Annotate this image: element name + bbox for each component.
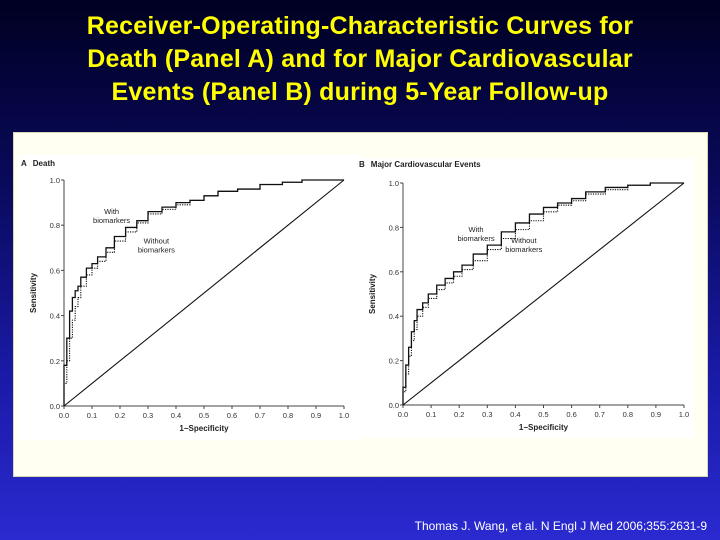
panel-b-x-tick-label: 0.1 [426,410,436,419]
panel-a-chart: 0.0 0.1 0.2 0.3 0.4 0.5 0.6 0.7 0.8 0.9 1.0 0.0 0.2 0… [29,176,349,433]
panel-a-y-tick-label: 0.0 [50,402,60,411]
panel-b-x-tick-label: 0.7 [594,410,604,419]
panel-b-x-tick-label: 0.5 [538,410,548,419]
panel-a-x-tick-label: 0.4 [171,411,181,420]
panel-a-title: Death [32,159,56,168]
panel-b-y-tick-label: 1.0 [389,179,399,188]
panel-b-y-tick-label: 0.0 [389,401,399,410]
panel-b-x-tick-label: 0.6 [566,410,576,419]
panel-a-y-tick-label: 1.0 [50,176,60,185]
panel-b-x-tick-label: 0.8 [623,410,633,419]
panel-a-x-tick-label: 0.6 [227,411,237,420]
panel-b-y-tick-label: 0.8 [389,223,399,232]
title-line-2: Death (Panel A) and for Major Cardiovasc… [87,45,633,73]
panel-b-letter: B [359,160,365,169]
panel-a-x-tick-label: 1.0 [339,411,349,420]
title-line-3: Events (Panel B) during 5-Year Follow-up [111,78,609,106]
panel-a-y-tick-label: 0.4 [50,312,60,321]
panel-b-x-tick-label: 0.4 [510,410,520,419]
panel-b-y-tick-label: 0.2 [389,357,399,366]
panel-a-x-tick-label: 0.7 [255,411,265,420]
panel-a-curve-without-biomarkers [63,179,344,406]
panel-a: A Death 0.0 0.1 0.2 0.3 0.4 0.5 0.6 0.7 0.8 0.9 1.0… [18,155,361,440]
panel-b-curve-with-biomarkers [402,182,684,405]
panel-b-x-tick-label: 0.2 [454,410,464,419]
citation: Thomas J. Wang, et al. N Engl J Med 2006… [414,519,707,533]
panel-a-y-tick-label: 0.8 [50,221,60,230]
panel-b-y-tick-label: 0.4 [389,312,399,321]
panel-a-x-tick-label: 0.5 [199,411,209,420]
panel-b-x-tick-label: 1.0 [679,410,689,419]
slide-title: Receiver-Operating-Characteristic Curves… [20,10,700,109]
panel-b-chart: 0.0 0.1 0.2 0.3 0.4 0.5 0.6 0.7 0.8 0.9 1.0 0.0 0.2 0… [368,179,689,432]
panel-a-x-tick-label: 0.9 [311,411,321,420]
figure-box: A Death 0.0 0.1 0.2 0.3 0.4 0.5 0.6 0.7 0.8 0.9 1.0… [13,132,708,477]
panel-a-header: A Death [21,159,61,168]
panel-a-x-tick-label: 0.3 [143,411,153,420]
panel-b-x-tick-label: 0.3 [482,410,492,419]
panel-a-letter: A [21,159,27,168]
panel-b-curve-reference [402,182,685,406]
panel-b-header: B Major Cardiovascular Events [359,160,487,169]
panel-b-annotation-with-biomarkers: With biomarkers [458,225,495,243]
panel-b: B Major Cardiovascular Events 0.0 0.1 0.2 0.… [358,158,694,438]
panel-b-x-axis-label: 1−Specificity [519,423,569,432]
panel-b-x-tick-label: 0.9 [651,410,661,419]
panel-a-x-tick-label: 0.8 [283,411,293,420]
panel-a-y-tick-label: 0.2 [50,357,60,366]
title-line-1: Receiver-Operating-Characteristic Curves… [86,12,634,40]
panel-a-x-axis-label: 1−Specificity [179,424,229,433]
panel-a-x-tick-label: 0.2 [115,411,125,420]
panel-b-title: Major Cardiovascular Events [370,160,481,169]
panel-a-y-axis-label: Sensitivity [29,272,38,313]
panel-b-curve-without-biomarkers [402,182,684,405]
panel-a-annotation-without-biomarkers: Without biomarkers [138,236,175,254]
panel-b-x-tick-label: 0.0 [398,410,408,419]
panel-a-curve-with-biomarkers [63,179,344,406]
panel-a-y-tick-label: 0.6 [50,266,60,275]
panel-b-annotation-without-biomarkers: Without biomarkers [505,236,542,254]
panel-a-x-tick-label: 0.0 [59,411,69,420]
panel-a-curve-reference [63,179,345,407]
panel-a-annotation-with-biomarkers: With biomarkers [93,207,130,225]
panel-b-y-axis-label: Sensitivity [368,273,377,314]
panel-a-x-tick-label: 0.1 [87,411,97,420]
panel-b-y-tick-label: 0.6 [389,268,399,277]
